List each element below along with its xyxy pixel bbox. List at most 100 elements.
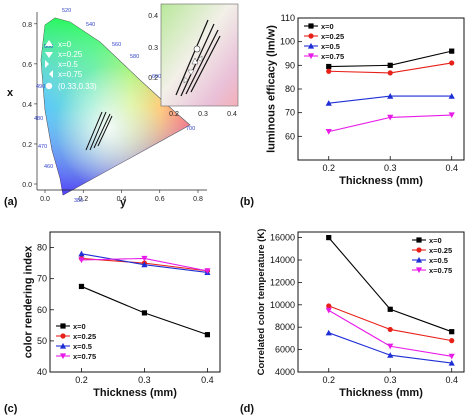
inset-x-tick-label: 0.4 <box>227 111 237 118</box>
cie-x-tick-label: 0.0 <box>40 196 50 203</box>
inset-marker-down <box>187 69 195 76</box>
data-point <box>387 343 394 350</box>
panel-label-d: (d) <box>240 403 254 415</box>
cie-x-tick-label: 0.4 <box>117 196 127 203</box>
cie-legend-3: x=0.75 <box>58 70 83 79</box>
inset-ticks: 0.2 0.3 0.4 0.4 0.3 0.2 <box>148 13 237 118</box>
data-point <box>78 250 85 257</box>
legend-label: x=0.75 <box>429 266 452 275</box>
legend-triangle-left-icon <box>45 60 49 68</box>
cie-wavelength-label: 480 <box>34 116 43 122</box>
y-axis-label: color rendering index <box>23 245 35 358</box>
series-line-3 <box>328 309 452 357</box>
data-point <box>326 235 332 241</box>
legend-marker <box>415 267 423 274</box>
cie-legend-0: x=0 <box>58 40 72 49</box>
inset-marker-left <box>183 76 189 84</box>
data-point <box>387 352 394 358</box>
data-point <box>387 62 393 68</box>
cie-wavelength-label: 540 <box>86 22 95 28</box>
cie-line-x0 <box>85 111 103 151</box>
cie-legend: x=0 x=0.25 x=0.5 x=0.75 (0.33,0.33) <box>45 40 97 91</box>
cie-wavelength-label: 700 <box>186 126 195 132</box>
inset-marker-right <box>197 55 203 63</box>
x-tick-label: 0.2 <box>75 375 88 385</box>
legend-label: x=0.25 <box>321 32 344 41</box>
cie-y-tick-label: 0.8 <box>22 22 32 29</box>
y-tick-label: 90 <box>285 60 295 70</box>
y-tick-label: 70 <box>37 274 47 284</box>
data-point <box>141 261 148 268</box>
chart-c-color-rendering-index: 0.2 0.3 0.4 40 50 60 70 80 Thickness (mm) color r… <box>23 231 221 399</box>
x-axis-label: Thickness (mm) <box>339 387 423 399</box>
legend-triangle-right-icon <box>49 70 53 78</box>
y-tick-label: 8000 <box>275 322 295 332</box>
legend-marker <box>308 33 314 39</box>
data-point <box>78 257 85 264</box>
x-axis-label: Thickness (mm) <box>93 387 177 399</box>
y-tick-label: 80 <box>37 243 47 253</box>
legend-label: x=0.75 <box>73 352 96 361</box>
data-point <box>387 70 393 76</box>
cie-x-label: y <box>120 197 127 209</box>
data-point <box>325 100 332 106</box>
inset-marker-up <box>191 57 199 65</box>
inset-white-point <box>193 45 201 53</box>
cie-line-x075 <box>97 115 113 147</box>
y-tick-label: 80 <box>285 84 295 94</box>
data-point <box>204 332 211 338</box>
plot-frame <box>297 231 465 373</box>
legend-marker <box>308 23 314 29</box>
y-axis-label: Correlated color temperature (K) <box>256 229 267 376</box>
x-tick-label: 0.2 <box>322 375 335 385</box>
data-point <box>78 283 85 290</box>
x-tick-label: 0.4 <box>201 375 214 385</box>
legend-label: x=0 <box>429 236 442 245</box>
panel-label-c: (c) <box>4 403 18 415</box>
data-point <box>387 326 393 333</box>
legend-marker <box>59 353 67 360</box>
data-point <box>449 338 455 344</box>
data-point <box>326 303 332 309</box>
y-tick-label: 100 <box>280 37 295 47</box>
cie-wavelength-label: 500 <box>44 44 53 50</box>
x-axis-label: Thickness (mm) <box>339 175 423 187</box>
y-tick-label: 70 <box>285 108 295 118</box>
data-point <box>448 359 455 366</box>
data-point <box>387 114 394 121</box>
legend-label: x=0.5 <box>429 256 448 265</box>
cie-inset: 0.2 0.3 0.4 0.4 0.3 0.2 <box>148 3 239 118</box>
y-tick-label: 10000 <box>270 300 295 310</box>
legend-triangle-down-icon <box>45 52 53 58</box>
legend-label: x=0 <box>321 22 334 31</box>
cie-line-x025 <box>89 111 107 151</box>
cie-y-ticks: 0.0 0.2 0.4 0.6 0.8 <box>22 22 37 189</box>
legend-marker <box>307 42 315 49</box>
legend-triangle-up-icon <box>45 40 53 46</box>
cie-y-tick-label: 0.6 <box>22 62 32 69</box>
cie-x-tick-label: 0.2 <box>78 196 88 203</box>
y-tick-label: 60 <box>285 131 295 141</box>
legend-marker <box>60 323 66 329</box>
y-axis-label: luminous efficacy (lm/w) <box>265 25 277 153</box>
data-point <box>448 93 455 99</box>
panel-label-b: (b) <box>240 196 254 208</box>
cie-wavelength-label: 560 <box>112 42 121 48</box>
inset-line-x025 <box>180 23 215 97</box>
cie-legend-1: x=0.25 <box>58 50 83 59</box>
chart-d-correlated-color-temperature: 0.2 0.3 0.4 4000 6000 8000 10000 12000 14000 1600… <box>256 229 465 399</box>
data-point <box>449 329 455 335</box>
cie-wavelength-label: 580 <box>130 54 139 60</box>
inset-y-tick-label: 0.2 <box>148 75 158 82</box>
cie-wavelength-label: 520 <box>62 8 71 14</box>
legend-marker <box>307 53 315 60</box>
legend-label: x=0 <box>73 322 86 331</box>
legend-marker <box>416 237 422 243</box>
inset-y-tick-label: 0.3 <box>148 45 158 52</box>
legend-marker <box>415 256 423 263</box>
y-tick-label: 14000 <box>270 255 295 265</box>
inset-line-x075 <box>190 35 221 93</box>
data-point <box>448 112 455 119</box>
y-tick-label: 40 <box>37 367 47 377</box>
data-point <box>449 48 455 54</box>
